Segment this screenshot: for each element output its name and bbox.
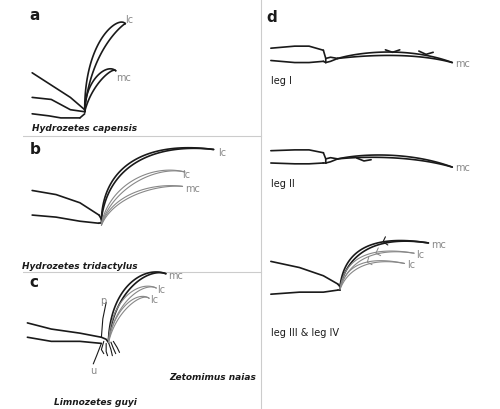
Text: p: p bbox=[100, 295, 106, 305]
Text: u: u bbox=[90, 365, 96, 375]
Text: lc: lc bbox=[218, 147, 226, 157]
Text: mc: mc bbox=[431, 239, 446, 249]
Text: a: a bbox=[30, 8, 40, 23]
Text: Hydrozetes tridactylus: Hydrozetes tridactylus bbox=[22, 262, 137, 271]
Text: leg III & leg IV: leg III & leg IV bbox=[271, 327, 339, 337]
Text: Zetomimus naias: Zetomimus naias bbox=[170, 372, 256, 381]
Text: Limnozetes guyi: Limnozetes guyi bbox=[54, 397, 137, 406]
Text: d: d bbox=[266, 10, 277, 25]
Text: mc: mc bbox=[116, 72, 130, 82]
Text: mc: mc bbox=[454, 58, 469, 68]
Text: b: b bbox=[30, 142, 40, 157]
Text: lc: lc bbox=[416, 249, 424, 259]
Text: lc: lc bbox=[407, 260, 415, 270]
Text: c: c bbox=[30, 274, 39, 289]
Text: leg II: leg II bbox=[271, 179, 294, 189]
Text: lc: lc bbox=[126, 15, 134, 25]
Text: leg I: leg I bbox=[271, 76, 291, 85]
Text: mc: mc bbox=[168, 270, 183, 280]
Text: mc: mc bbox=[185, 184, 200, 194]
Text: lc: lc bbox=[150, 294, 158, 304]
Text: lc: lc bbox=[157, 284, 166, 294]
Text: lc: lc bbox=[182, 170, 190, 180]
Text: mc: mc bbox=[454, 163, 469, 173]
Text: Hydrozetes capensis: Hydrozetes capensis bbox=[32, 124, 137, 133]
